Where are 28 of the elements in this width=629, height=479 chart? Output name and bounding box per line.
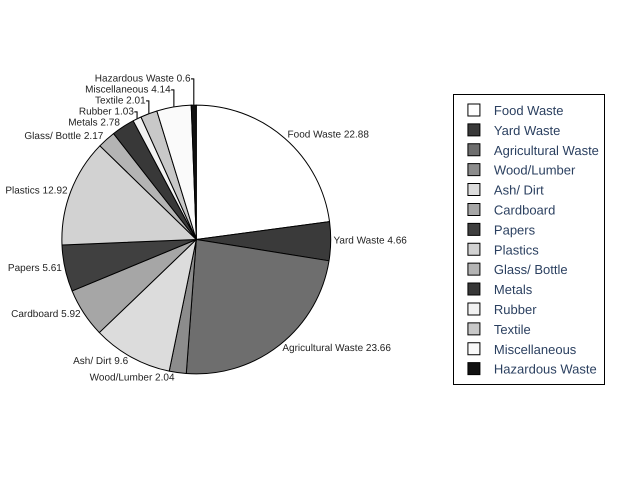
legend-label: Rubber xyxy=(494,302,538,318)
legend-label: Cardboard xyxy=(494,202,556,218)
data-label: Papers 5.61 xyxy=(8,263,62,274)
data-label: Rubber 1.03 xyxy=(78,106,134,118)
data-label: Textile 2.01 xyxy=(95,95,146,106)
legend-label: Metals xyxy=(494,282,533,298)
data-label: Agricultural Waste 23.66 xyxy=(282,342,392,354)
legend-label: Hazardous Waste xyxy=(494,362,597,377)
data-label: Metals 2.78 xyxy=(68,117,120,128)
data-label: Cardboard 5.92 xyxy=(11,309,82,320)
legend-label: Yard Waste xyxy=(494,122,560,138)
legend-label: Agricultural Waste xyxy=(494,142,599,158)
legend-label: Papers xyxy=(494,222,536,238)
legend-label: Wood/Lumber xyxy=(494,162,576,178)
data-label: Miscellaneous 4.14 xyxy=(85,84,172,96)
data-label: Yard Waste 4.66 xyxy=(333,236,408,247)
data-label: Food Waste 22.88 xyxy=(288,130,370,141)
legend-label: Food Waste xyxy=(494,103,564,118)
legend-label: Plastics xyxy=(494,242,540,258)
data-label: Ash/ Dirt 9.6 xyxy=(73,356,129,367)
legend-label: Glass/ Bottle xyxy=(494,262,568,278)
legend-label: Miscellaneous xyxy=(494,342,577,357)
legend-label: Textile xyxy=(494,322,531,337)
data-label: Wood/Lumber 2.04 xyxy=(90,372,175,384)
data-label: Glass/ Bottle 2.17 xyxy=(24,130,104,142)
data-label: Plastics 12.92 xyxy=(5,185,68,196)
legend-label: Ash/ Dirt xyxy=(494,182,544,198)
data-label: Hazardous Waste 0.6 xyxy=(94,73,192,84)
